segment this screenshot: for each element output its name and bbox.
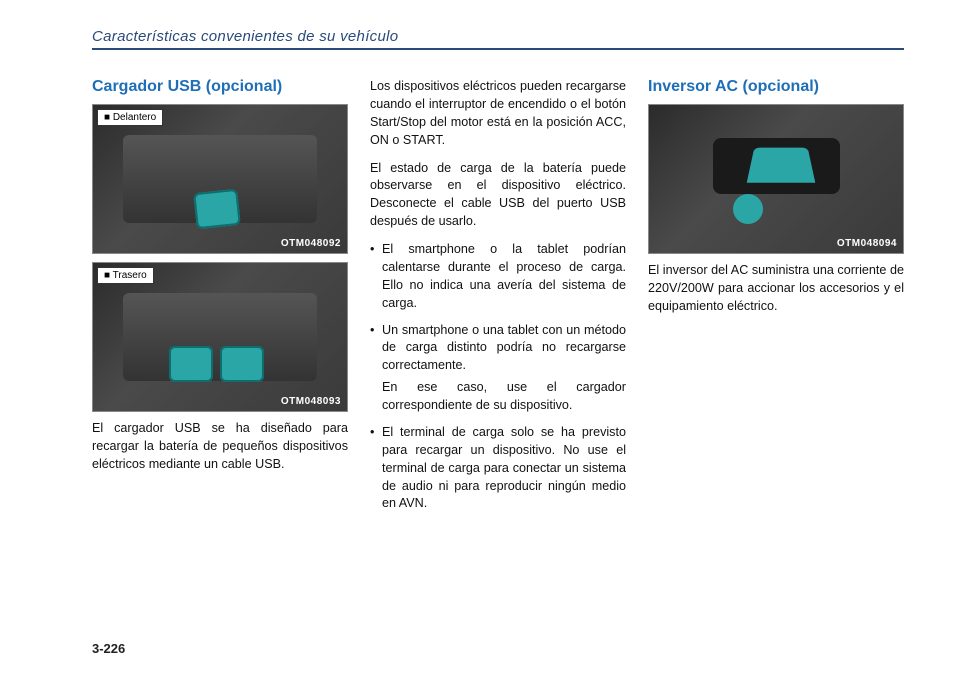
manual-page: Características convenientes de su vehíc… [0,0,960,676]
breadcrumb: Características convenientes de su vehíc… [92,28,904,45]
list-item: Un smartphone o una tablet con un método… [370,322,626,415]
usb-notes-list: El smartphone o la tablet podrían calent… [370,241,626,513]
usb-description: El cargador USB se ha diseñado para reca… [92,420,348,474]
usb-port-highlight-icon [169,346,213,382]
list-item: El terminal de carga solo se ha previsto… [370,424,626,513]
column-middle: Los dispositivos eléctricos pueden recar… [370,78,626,522]
bullet-text: El smartphone o la tablet podrían calent… [382,242,626,310]
figure-usb-rear: ■ Trasero OTM048093 [92,262,348,412]
figure-code-rear: OTM048093 [281,396,341,407]
ac-cover-highlight-icon [746,148,815,183]
figure-tag-rear: ■ Trasero [97,267,154,284]
ac-socket-highlight-icon [733,194,763,224]
figure-usb-front: ■ Delantero OTM048092 [92,104,348,254]
bullet-subtext: En ese caso, use el cargador correspondi… [382,379,626,415]
list-item: El smartphone o la tablet podrían calent… [370,241,626,313]
column-left: Cargador USB (opcional) ■ Delantero OTM0… [92,78,348,522]
usb-para-recharge: Los dispositivos eléctricos pueden recar… [370,78,626,150]
content-columns: Cargador USB (opcional) ■ Delantero OTM0… [92,78,904,522]
usb-port-highlight-icon [193,189,241,229]
usb-para-state: El estado de carga de la batería puede o… [370,160,626,232]
ac-inverter-heading: Inversor AC (opcional) [648,78,904,96]
usb-port-highlight-icon [220,346,264,382]
header-rule: Características convenientes de su vehíc… [92,28,904,50]
column-right: Inversor AC (opcional) OTM048094 El inve… [648,78,904,522]
usb-charger-heading: Cargador USB (opcional) [92,78,348,96]
ac-description: El inversor del AC suministra una corrie… [648,262,904,316]
bullet-text: El terminal de carga solo se ha previsto… [382,425,626,511]
bullet-text: Un smartphone o una tablet con un método… [382,323,626,373]
figure-code-ac: OTM048094 [837,238,897,249]
page-number: 3-226 [92,641,125,656]
figure-tag-front: ■ Delantero [97,109,163,126]
figure-ac-inverter: OTM048094 [648,104,904,254]
figure-code-front: OTM048092 [281,238,341,249]
